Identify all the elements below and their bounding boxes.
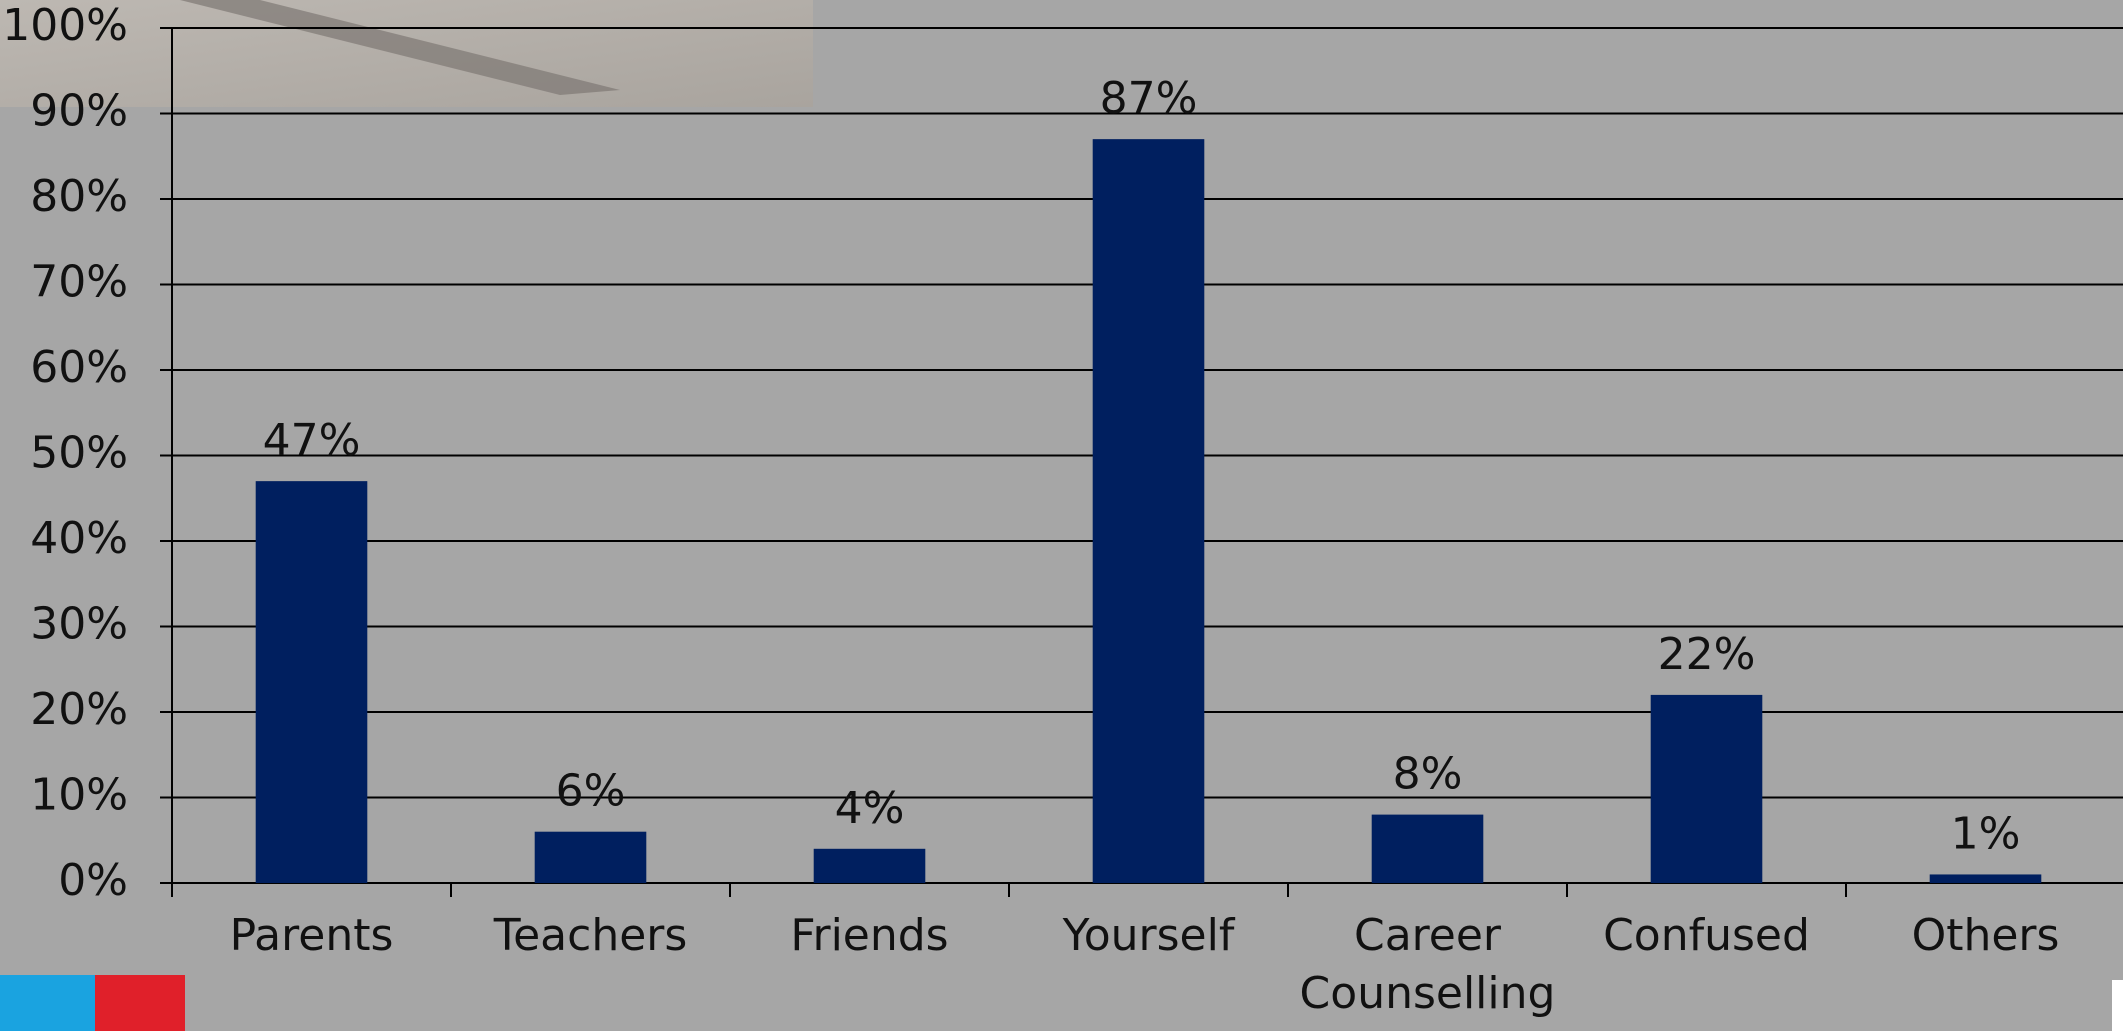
x-tick-label-box: Parents	[229, 910, 394, 961]
bar	[813, 848, 926, 883]
decor-shape	[180, 0, 620, 95]
y-tick-label: 80%	[30, 171, 128, 222]
decor-corner	[2112, 980, 2123, 1031]
y-tick-label: 100%	[2, 0, 128, 51]
y-tick-label: 30%	[30, 599, 128, 650]
x-tick-label: Others	[1911, 910, 2060, 961]
x-tick-label-box: Teachers	[493, 910, 688, 961]
x-tick-label: Teachers	[493, 910, 688, 961]
bar	[1371, 814, 1484, 883]
x-tick-label: Parents	[229, 910, 394, 961]
y-tick-label: 10%	[30, 770, 128, 821]
y-tick-label: 40%	[30, 513, 128, 564]
x-tick-label-box: Others	[1911, 910, 2060, 961]
y-tick-label: 50%	[30, 428, 128, 479]
data-label: 47%	[263, 415, 361, 466]
bar	[1092, 139, 1205, 883]
data-label: 22%	[1658, 629, 1756, 680]
y-tick-label: 70%	[30, 257, 128, 308]
x-tick-label-box: Friends	[790, 910, 949, 961]
x-tick-label-box: Yourself	[1062, 910, 1235, 961]
x-tick-label: Career Counselling	[1299, 910, 1556, 1019]
data-label: 87%	[1100, 73, 1198, 124]
x-tick-label: Friends	[790, 910, 949, 961]
x-tick-label-box: Career Counselling	[1299, 910, 1556, 1019]
x-tick-label-box: Confused	[1603, 910, 1810, 961]
bar	[1650, 694, 1763, 883]
data-label: 4%	[835, 783, 905, 834]
y-tick-label: 0%	[58, 855, 128, 906]
x-tick-label: Confused	[1603, 910, 1810, 961]
data-label: 1%	[1951, 808, 2021, 859]
bar	[534, 831, 647, 883]
logo	[0, 975, 185, 1031]
data-label: 6%	[556, 766, 626, 817]
y-tick-label: 60%	[30, 342, 128, 393]
x-tick-label: Yourself	[1062, 910, 1235, 961]
y-tick-label: 90%	[30, 86, 128, 137]
data-label: 8%	[1393, 749, 1463, 800]
bar	[255, 481, 368, 883]
bar	[1929, 874, 2042, 883]
y-tick-label: 20%	[30, 684, 128, 735]
